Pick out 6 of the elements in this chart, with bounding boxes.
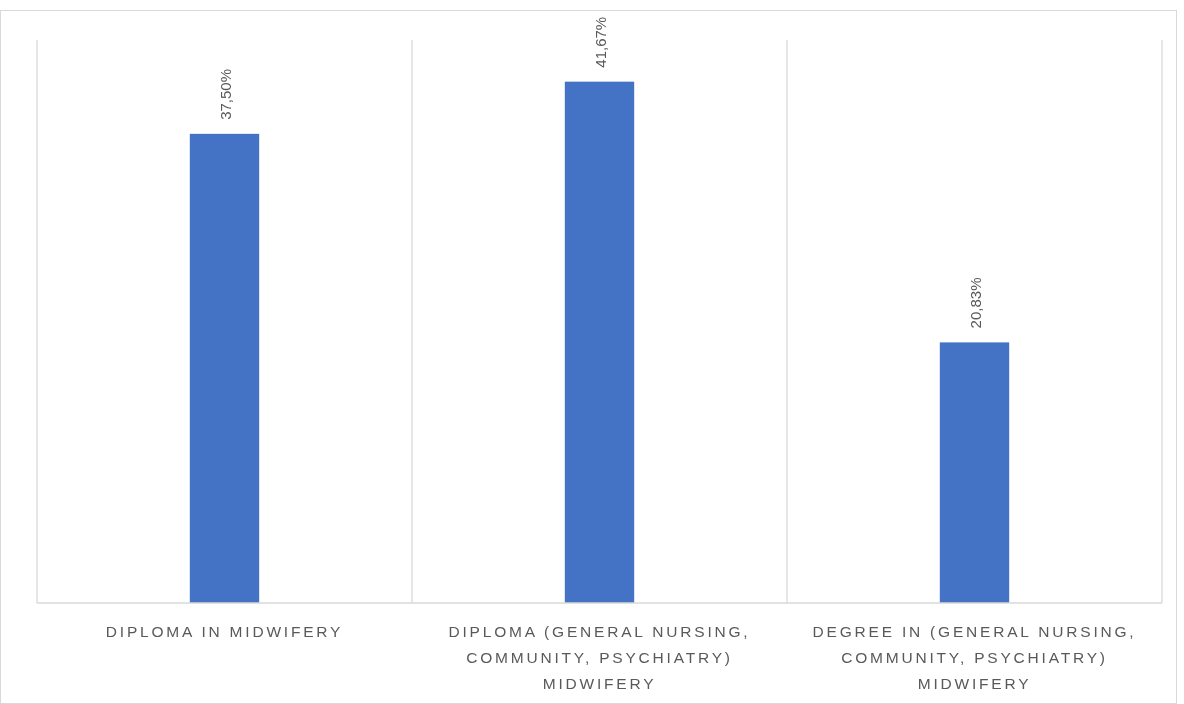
x-tick-label: DIPLOMA (GENERAL NURSING, COMMUNITY, PSYCHIATRY) MIDWIFERY [448,623,751,692]
x-tick-label: DIPLOMA IN MIDWIFERY [105,623,344,640]
x-tick-label: DEGREE IN (GENERAL NURSING, COMMUNITY, PSYCHIATRY) MIDWIFERY [812,623,1137,692]
data-label: 41,67% [591,16,609,68]
data-label: 20,83% [966,277,984,329]
data-label: 37,50% [216,68,234,120]
